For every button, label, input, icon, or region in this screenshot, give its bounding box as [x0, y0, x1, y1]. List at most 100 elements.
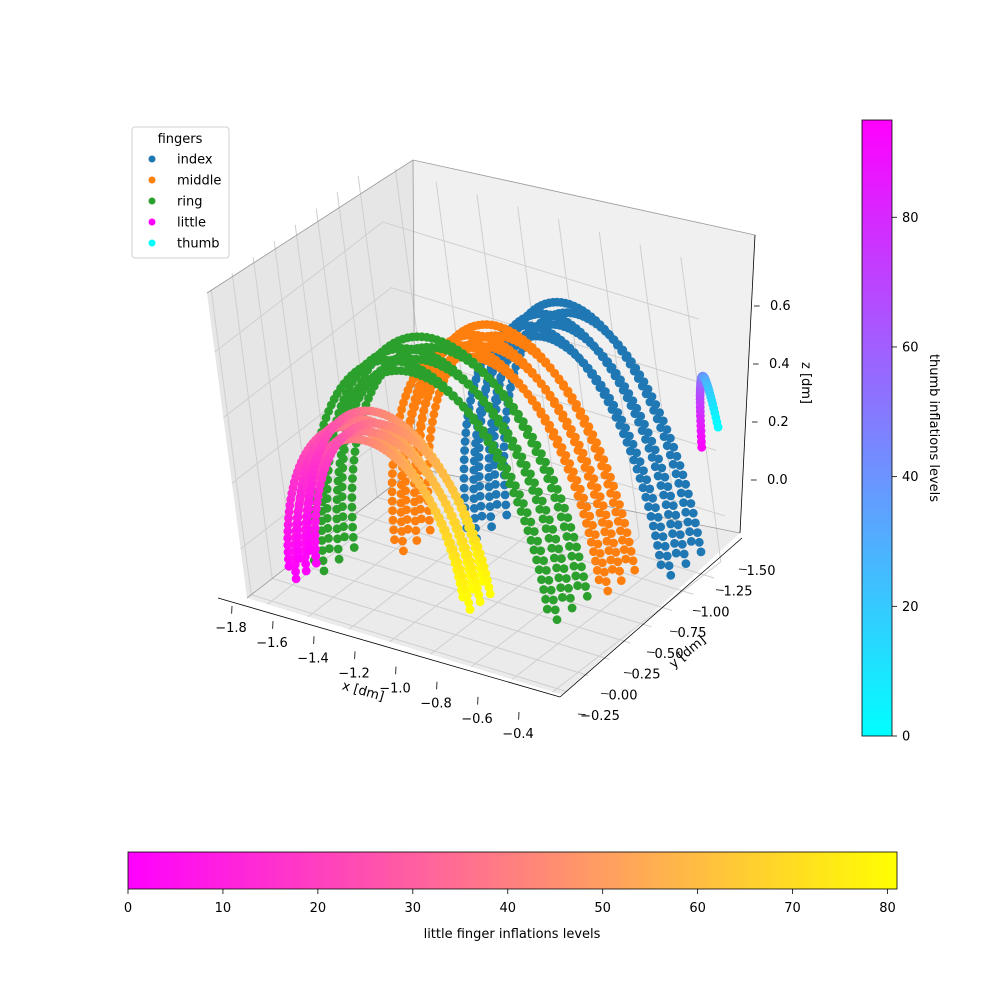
little-point [294, 506, 303, 515]
ring-point [577, 562, 586, 572]
index-point [635, 457, 645, 466]
little-point [459, 578, 469, 587]
little-colorbar-tick-label: 30 [405, 901, 422, 916]
middle-point [620, 518, 630, 528]
grid-line-z [214, 221, 699, 353]
ring-point [509, 402, 518, 412]
middle-point [567, 393, 577, 402]
little-colorbar-ticks: 0 10 20 30 40 50 60 70 80 [124, 889, 896, 916]
grid-lines [210, 169, 725, 693]
little-point [291, 567, 300, 577]
ring-point [579, 572, 588, 581]
x-axis-tick-label: −1.0 [379, 682, 411, 697]
index-point [490, 460, 499, 470]
ring-point [541, 594, 550, 604]
middle-point [616, 526, 625, 536]
ring-point [539, 556, 548, 565]
index-point [671, 469, 681, 479]
index-point [658, 416, 668, 426]
index-point [650, 445, 660, 455]
ring-point [556, 512, 566, 522]
index-point [500, 490, 510, 500]
series-layer [283, 297, 723, 625]
little-point [293, 519, 303, 528]
index-point [639, 466, 648, 475]
ring-point [571, 571, 581, 581]
index-point [491, 480, 500, 489]
ring-point [473, 390, 483, 399]
index-point [660, 472, 670, 482]
grid-line-x [552, 256, 722, 693]
index-point [679, 498, 688, 507]
little-colorbar: 0 10 20 30 40 50 60 70 80 little finger inflatio… [124, 851, 898, 942]
ring-point [562, 532, 572, 541]
y-axis-tick-mark [600, 692, 609, 695]
middle-point [408, 401, 418, 411]
little-point [473, 583, 482, 593]
ring-point [499, 389, 508, 399]
index-point [474, 462, 484, 472]
index-point [656, 560, 666, 570]
middle-point [600, 567, 609, 577]
middle-point [602, 463, 612, 473]
middle-point [428, 417, 437, 427]
little-point [283, 527, 293, 536]
middle-point [562, 417, 572, 427]
index-point [474, 452, 484, 462]
index-point [501, 500, 511, 510]
ring-point [553, 484, 562, 494]
middle-point [588, 520, 597, 530]
index-point [696, 547, 706, 557]
thumb-colorbar-bar [861, 119, 893, 737]
index-point [481, 384, 491, 394]
thumb-colorbar-tick-label: 80 [902, 211, 919, 226]
ring-point [319, 566, 329, 576]
index-point [486, 512, 496, 521]
legend-label-middle: middle [177, 174, 221, 189]
ring-point [554, 573, 564, 583]
middle-point [388, 506, 397, 515]
index-point [661, 500, 671, 510]
ring-point [479, 395, 488, 405]
little-point [283, 533, 293, 543]
little-point [475, 597, 485, 607]
x-axis-tick-label: −1.6 [256, 636, 288, 651]
ring-point [493, 448, 503, 457]
ring-point [338, 502, 347, 511]
middle-point [595, 549, 605, 558]
middle-point [598, 501, 608, 511]
middle-point [619, 545, 629, 554]
index-point [492, 500, 502, 509]
little-point [483, 576, 492, 585]
little-point [303, 525, 313, 534]
x-axis-tick-label: −1.4 [297, 651, 329, 666]
ring-point [515, 490, 524, 499]
index-point [620, 382, 630, 391]
ring-point [494, 414, 503, 424]
middle-point [417, 514, 426, 524]
middle-point [612, 490, 621, 500]
middle-point [429, 409, 439, 419]
middle-point [604, 546, 614, 555]
little-colorbar-bar [127, 851, 898, 890]
index-point [668, 529, 677, 539]
little-point [283, 540, 293, 550]
side-pane [207, 160, 415, 598]
ring-point [337, 482, 347, 492]
index-point [601, 387, 610, 396]
little-point [311, 517, 320, 526]
y-axis-tick-mark [692, 610, 701, 612]
little-point [485, 589, 495, 599]
ring-point [350, 447, 360, 456]
little-point [304, 539, 313, 548]
ring-point [541, 457, 550, 467]
index-point [653, 541, 662, 550]
ring-point [566, 523, 576, 532]
ring-point [562, 574, 571, 583]
little-point [301, 566, 311, 576]
index-point [675, 530, 685, 539]
little-point [463, 550, 473, 559]
ring-point [566, 593, 575, 603]
index-point [662, 425, 672, 434]
y-axis-tick-label: 1.50 [747, 564, 776, 579]
